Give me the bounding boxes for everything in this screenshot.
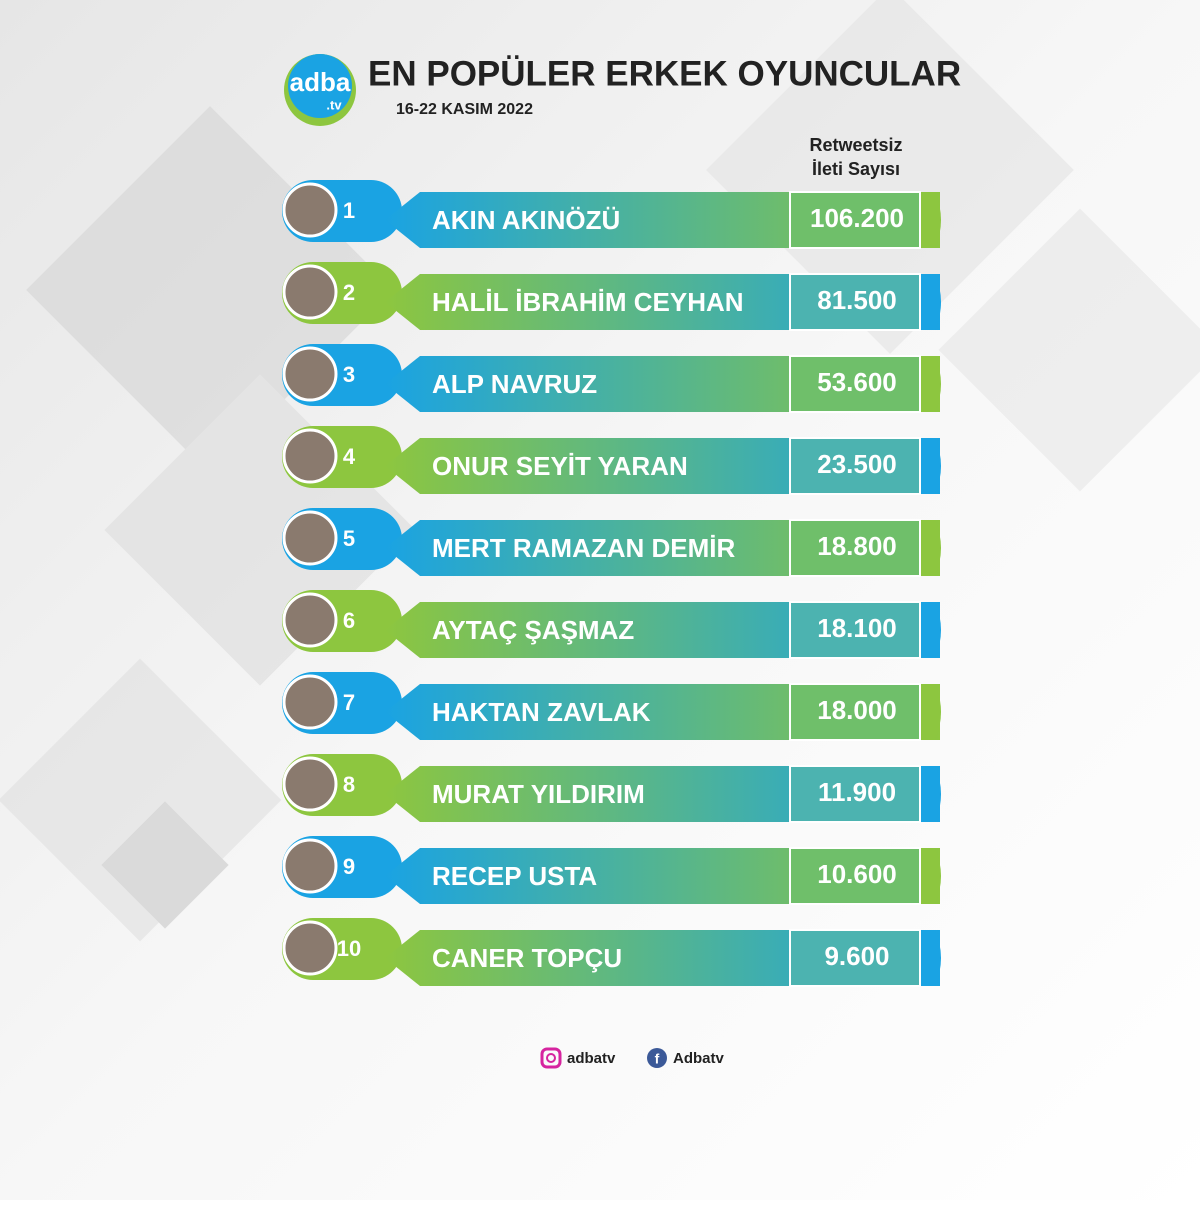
- rank: 10: [337, 936, 361, 961]
- avatar: [282, 182, 338, 238]
- post-count: 106.200: [810, 203, 904, 233]
- avatar: [282, 510, 338, 566]
- post-count: 23.500: [817, 449, 897, 479]
- svg-text:f: f: [655, 1051, 660, 1067]
- title: EN POPÜLER ERKEK OYUNCULAR: [368, 54, 961, 93]
- rank: 7: [343, 690, 355, 715]
- actor-name: CANER TOPÇU: [432, 943, 622, 973]
- row: 10 CANER TOPÇU 9.600: [282, 918, 941, 987]
- post-count: 11.900: [818, 777, 896, 807]
- rank: 5: [343, 526, 355, 551]
- avatar: [282, 838, 338, 894]
- actor-name: HAKTAN ZAVLAK: [432, 697, 651, 727]
- avatar: [282, 346, 338, 402]
- logo: adba .tv: [284, 54, 356, 126]
- end-cap: [920, 684, 941, 740]
- footer: adbatv f Adbatv: [540, 1047, 724, 1069]
- row: 1 AKIN AKINÖZÜ 106.200: [282, 180, 941, 249]
- count-box: [789, 683, 921, 741]
- logo-text: adba: [290, 67, 351, 97]
- post-count: 53.600: [817, 367, 897, 397]
- actor-name: ALP NAVRUZ: [432, 369, 597, 399]
- row: 8 MURAT YILDIRIM 11.900: [282, 754, 941, 823]
- rank: 2: [343, 280, 355, 305]
- post-count: 10.600: [817, 859, 897, 889]
- count-box: [789, 601, 921, 659]
- avatar: [282, 920, 338, 976]
- row: 5 MERT RAMAZAN DEMİR 18.800: [282, 508, 941, 577]
- end-cap: [920, 192, 941, 248]
- avatar: [282, 264, 338, 320]
- row: 4 ONUR SEYİT YARAN 23.500: [282, 426, 941, 495]
- row: 2 HALİL İBRAHİM CEYHAN 81.500: [282, 262, 941, 331]
- avatar: [282, 428, 338, 484]
- rank: 6: [343, 608, 355, 633]
- actor-name: RECEP USTA: [432, 861, 597, 891]
- post-count: 81.500: [817, 285, 897, 315]
- rank: 1: [343, 198, 355, 223]
- rank: 9: [343, 854, 355, 879]
- count-box: [789, 437, 921, 495]
- instagram-handle: adbatv: [567, 1050, 616, 1067]
- logo-sub: .tv: [326, 97, 342, 112]
- actor-name: AYTAÇ ŞAŞMAZ: [432, 615, 634, 645]
- end-cap: [920, 602, 941, 658]
- count-box: [789, 191, 921, 249]
- row: 6 AYTAÇ ŞAŞMAZ 18.100: [282, 590, 941, 659]
- column-header: İleti Sayısı: [812, 159, 900, 179]
- count-box: [789, 355, 921, 413]
- rank: 8: [343, 772, 355, 797]
- post-count: 18.000: [817, 695, 897, 725]
- actor-name: MURAT YILDIRIM: [432, 779, 645, 809]
- avatar: [282, 592, 338, 648]
- actor-name: HALİL İBRAHİM CEYHAN: [432, 287, 744, 317]
- end-cap: [920, 438, 941, 494]
- avatar: [282, 674, 338, 730]
- end-cap: [920, 520, 941, 576]
- rank: 3: [343, 362, 355, 387]
- end-cap: [920, 766, 941, 822]
- facebook-handle: Adbatv: [673, 1050, 724, 1067]
- actor-name: MERT RAMAZAN DEMİR: [432, 533, 736, 563]
- post-count: 9.600: [824, 941, 889, 971]
- end-cap: [920, 274, 941, 330]
- count-box: [789, 519, 921, 577]
- end-cap: [920, 930, 941, 986]
- row: 9 RECEP USTA 10.600: [282, 836, 941, 905]
- actor-name: AKIN AKINÖZÜ: [432, 205, 620, 235]
- date: 16-22 KASIM 2022: [396, 101, 533, 118]
- column-header: Retweetsiz: [809, 135, 902, 155]
- end-cap: [920, 848, 941, 904]
- count-box: [789, 765, 921, 823]
- count-box: [789, 929, 921, 987]
- row: 7 HAKTAN ZAVLAK 18.000: [282, 672, 941, 741]
- rank: 4: [343, 444, 356, 469]
- post-count: 18.100: [817, 613, 897, 643]
- row: 3 ALP NAVRUZ 53.600: [282, 344, 941, 413]
- post-count: 18.800: [817, 531, 897, 561]
- count-box: [789, 847, 921, 905]
- avatar: [282, 756, 338, 812]
- count-box: [789, 273, 921, 331]
- end-cap: [920, 356, 941, 412]
- ranking-list: 1 AKIN AKINÖZÜ 106.200 2 HALİL İBRAHİM CEYHA…: [282, 180, 941, 987]
- actor-name: ONUR SEYİT YARAN: [432, 451, 688, 481]
